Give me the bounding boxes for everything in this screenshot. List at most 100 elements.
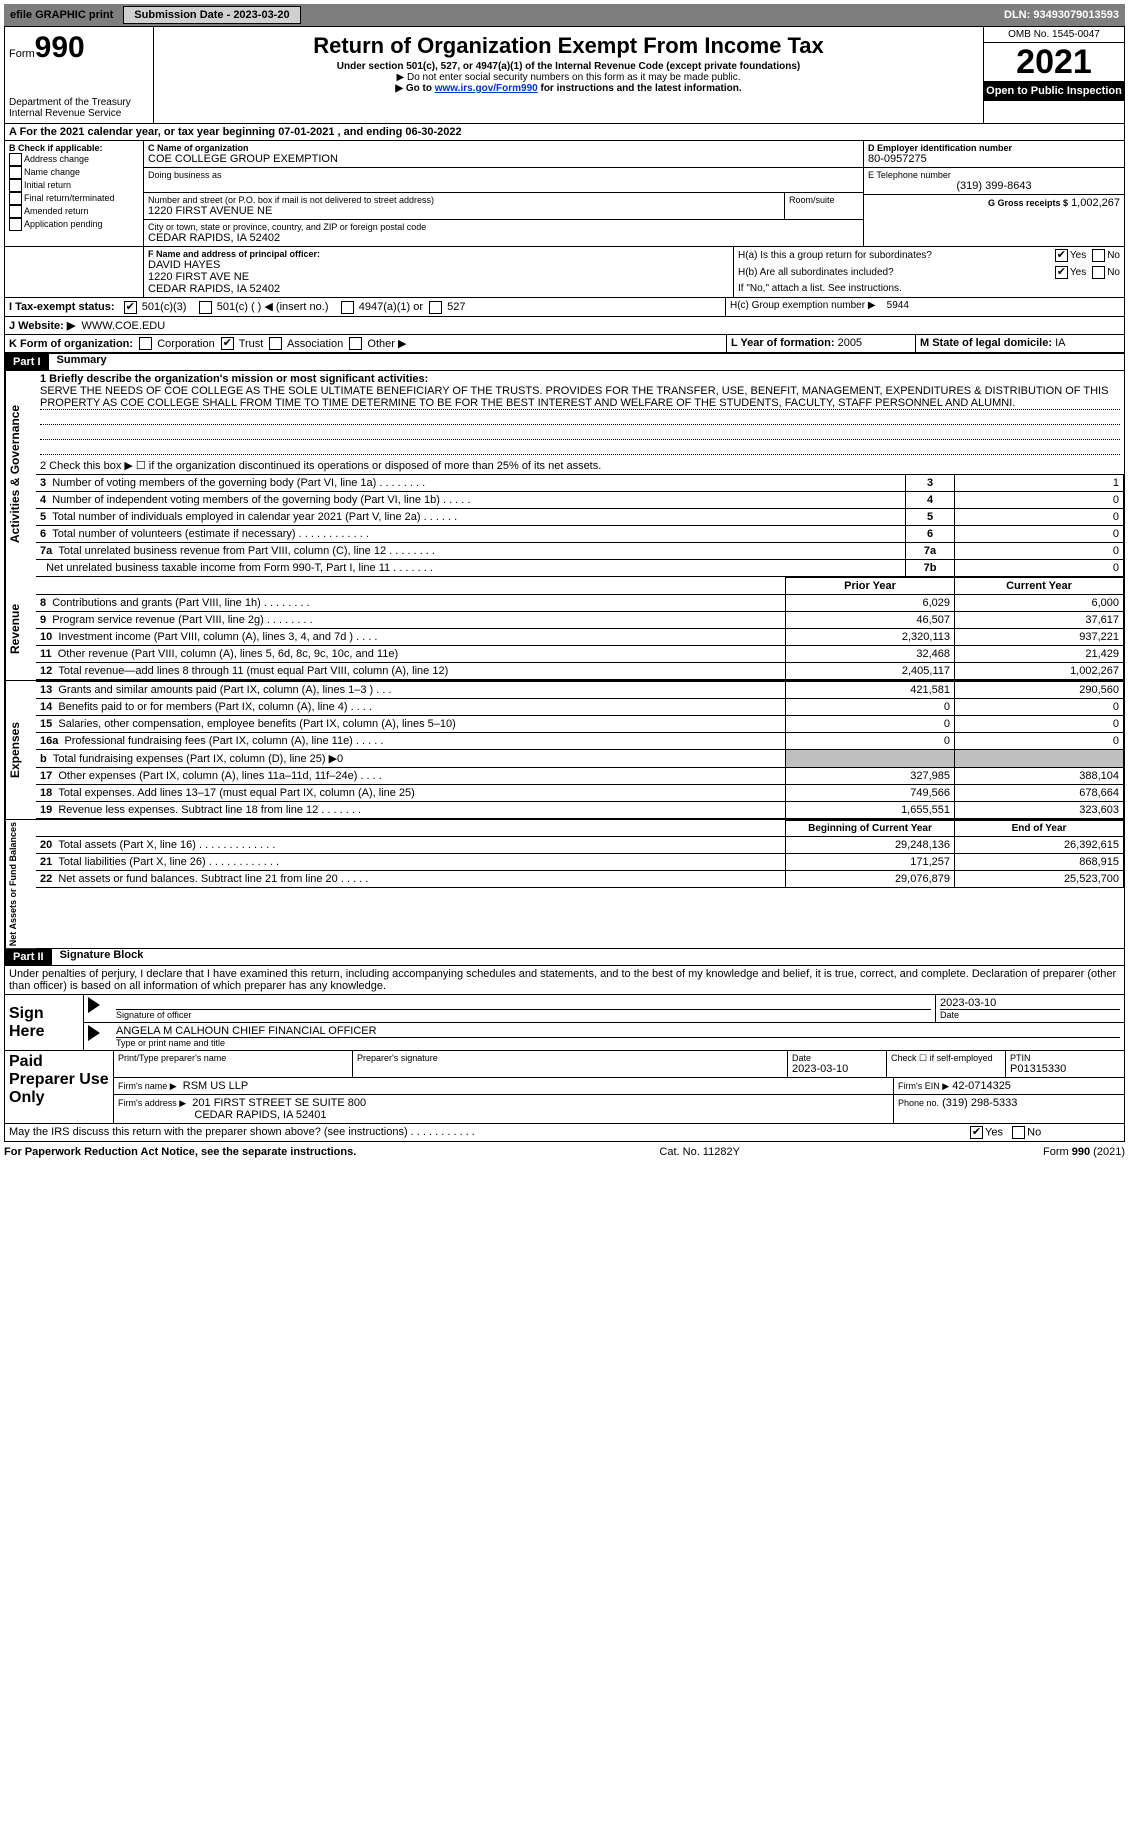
lbl-initial: Initial return [24,180,71,190]
form-header: Form990 Department of the Treasury Inter… [4,26,1125,124]
ptin-label: PTIN [1010,1053,1120,1063]
ha-yes[interactable] [1055,249,1068,262]
may-yes-lbl: Yes [985,1127,1003,1139]
sig-officer-label: Signature of officer [116,1010,931,1020]
irs-label: Internal Revenue Service [9,108,149,119]
lbl-assoc: Association [287,338,343,350]
website-value: WWW.COE.EDU [81,320,165,332]
sign-date-label: Date [940,1009,1120,1020]
mission-label: 1 Briefly describe the organization's mi… [40,373,1120,385]
col-eoy: End of Year [955,821,1124,837]
tab-netassets: Net Assets or Fund Balances [5,820,36,948]
paid-preparer-block: Paid Preparer Use Only Print/Type prepar… [4,1051,1125,1124]
chk-4947[interactable] [341,301,354,314]
org-name: COE COLLEGE GROUP EXEMPTION [148,153,859,165]
lbl-4947: 4947(a)(1) or [359,301,423,313]
col-boy: Beginning of Current Year [786,821,955,837]
efile-label: efile GRAPHIC print [4,7,119,23]
page-footer: For Paperwork Reduction Act Notice, see … [4,1142,1125,1162]
firm-name-label: Firm's name ▶ [118,1081,177,1091]
hb-yes[interactable] [1055,266,1068,279]
dln-label: DLN: 93493079013593 [1004,9,1125,21]
city-label: City or town, state or province, country… [148,222,859,232]
col-prior: Prior Year [786,578,955,595]
prep-name-label: Print/Type preparer's name [114,1051,353,1077]
chk-amended[interactable]: Amended return [9,205,139,218]
lbl-501c: 501(c) ( ) ◀ (insert no.) [217,301,329,313]
footer-right: Form 990 (2021) [1043,1146,1125,1158]
chk-501c3[interactable] [124,301,137,314]
box-k-label: K Form of organization: [9,338,133,350]
officer-group-block: F Name and address of principal officer:… [4,247,1125,298]
lbl-pending: Application pending [24,219,103,229]
ha-label: H(a) Is this a group return for subordin… [738,250,1055,261]
box-j-label: J Website: ▶ [9,320,75,332]
perjury-text: Under penalties of perjury, I declare th… [5,966,1124,994]
box-i-label: I Tax-exempt status: [9,301,115,313]
hc-label: H(c) Group exemption number ▶ [730,300,876,311]
addr-label: Number and street (or P.O. box if mail i… [148,195,780,205]
footer-mid: Cat. No. 11282Y [659,1146,740,1158]
activities-table: 3 Number of voting members of the govern… [36,474,1124,577]
gross-receipts: 1,002,267 [1071,197,1120,209]
box-m-label: M State of legal domicile: [920,337,1052,349]
ha-no[interactable] [1092,249,1105,262]
ha-no-lbl: No [1107,250,1120,261]
dept-label: Department of the Treasury [9,97,149,108]
state-domicile: IA [1055,337,1065,349]
footer-left: For Paperwork Reduction Act Notice, see … [4,1146,356,1158]
chk-trust[interactable] [221,337,234,350]
lbl-final: Final return/terminated [24,193,115,203]
firm-ein: 42-0714325 [952,1080,1011,1092]
netassets-table: Beginning of Current Year End of Year 20… [36,820,1124,888]
box-g-label: G Gross receipts $ [988,198,1068,208]
entity-block: B Check if applicable: Address change Na… [4,141,1125,247]
chk-other[interactable] [349,337,362,350]
firm-addr2: CEDAR RAPIDS, IA 52401 [194,1109,326,1121]
hb-note: If "No," attach a list. See instructions… [734,281,1124,296]
chk-assoc[interactable] [269,337,282,350]
chk-initial[interactable]: Initial return [9,179,139,192]
chk-name[interactable]: Name change [9,166,139,179]
may-discuss-text: May the IRS discuss this return with the… [5,1124,966,1141]
tab-activities: Activities & Governance [5,371,36,577]
typed-name: ANGELA M CALHOUN CHIEF FINANCIAL OFFICER [116,1025,1120,1038]
lbl-other: Other ▶ [367,338,406,350]
form-note-ssn: ▶ Do not enter social security numbers o… [158,72,979,83]
chk-501c[interactable] [199,301,212,314]
chk-527[interactable] [429,301,442,314]
paid-preparer-label: Paid Preparer Use Only [5,1051,114,1123]
may-no-lbl: No [1027,1127,1041,1139]
form-subtitle: Under section 501(c), 527, or 4947(a)(1)… [158,61,979,72]
typed-label: Type or print name and title [116,1038,1120,1048]
may-no[interactable] [1012,1126,1025,1139]
revenue-table: Prior Year Current Year 8 Contributions … [36,577,1124,680]
hb-no[interactable] [1092,266,1105,279]
lbl-amended: Amended return [24,206,89,216]
note2-prefix: ▶ Go to [395,83,434,94]
chk-corp[interactable] [139,337,152,350]
may-yes[interactable] [970,1126,983,1139]
officer-street: 1220 FIRST AVE NE [148,271,729,283]
dba-label: Doing business as [148,170,859,180]
sign-block: Sign Here Signature of officer 2023-03-1… [4,995,1125,1051]
box-b-title: B Check if applicable: [9,143,139,153]
irs-link[interactable]: www.irs.gov/Form990 [435,83,538,94]
chk-final[interactable]: Final return/terminated [9,192,139,205]
form-990-number: 990 [35,31,85,64]
lbl-527: 527 [447,301,465,313]
submission-date-button[interactable]: Submission Date - 2023-03-20 [123,6,300,24]
col-current: Current Year [955,578,1124,595]
arrow-icon [88,997,100,1013]
room-label: Room/suite [789,195,859,205]
form-number: Form990 [9,31,149,65]
lbl-501c3: 501(c)(3) [142,301,187,313]
hb-label: H(b) Are all subordinates included? [738,267,1055,278]
part1-title: Summary [49,354,107,370]
chk-address[interactable]: Address change [9,153,139,166]
ein-value: 80-0957275 [868,153,1120,165]
firm-addr-label: Firm's address ▶ [118,1098,186,1108]
officer-name: DAVID HAYES [148,259,729,271]
tab-revenue: Revenue [5,577,36,680]
chk-pending[interactable]: Application pending [9,218,139,231]
